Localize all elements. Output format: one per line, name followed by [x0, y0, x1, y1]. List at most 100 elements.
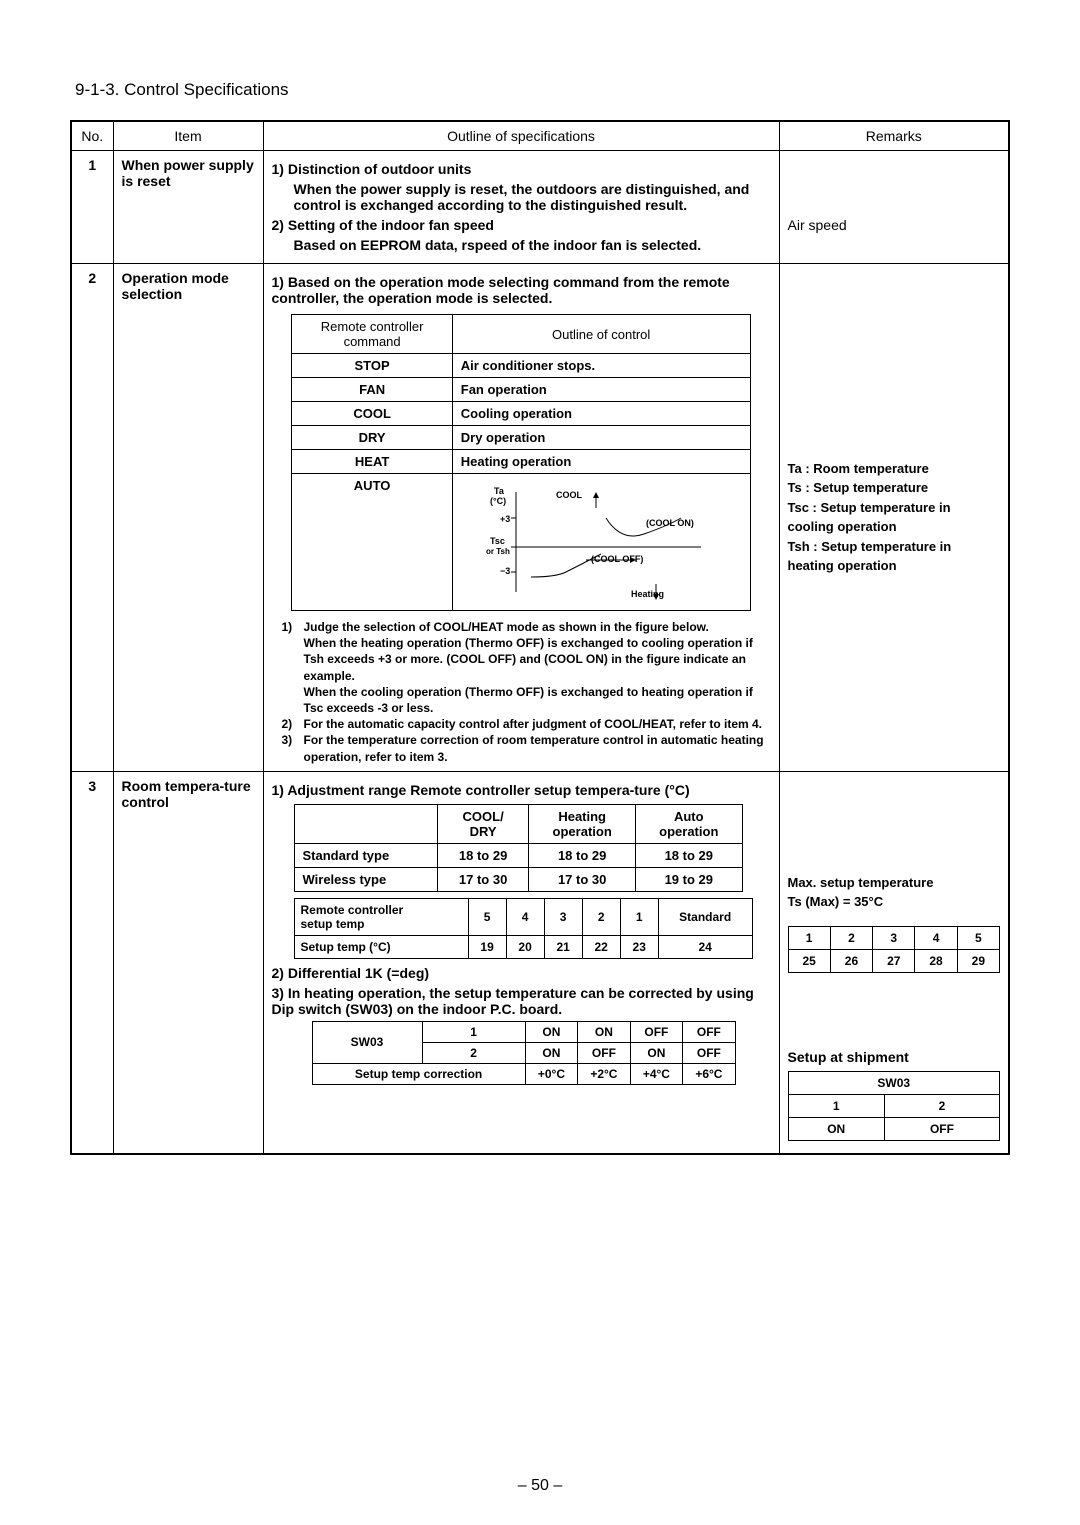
setup-1: 1 — [620, 898, 658, 935]
setup-std: Standard — [658, 898, 752, 935]
row3-o1-title: 1) Adjustment range Remote controller se… — [272, 782, 771, 798]
sw-r2-off2: OFF — [683, 1042, 736, 1063]
row3-no: 3 — [71, 771, 113, 1154]
ext-5: 5 — [957, 926, 999, 949]
legend-tsh: Tsh : Setup temperature in heating opera… — [788, 537, 1001, 576]
svg-text:or Tsh: or Tsh — [486, 547, 510, 556]
range-std-c1: 18 to 29 — [437, 843, 528, 867]
row3-o2: 2) Differential 1K (=deg) — [272, 965, 771, 981]
sw-table: SW03 1 ON ON OFF OFF 2 ON OFF ON OFF — [312, 1021, 736, 1085]
setup-h2: Setup temp (°C) — [294, 935, 468, 958]
range-wls-c1: 17 to 30 — [437, 867, 528, 891]
header-outline: Outline of specifications — [263, 121, 779, 151]
sw-label: SW03 — [312, 1021, 422, 1063]
row1-item: When power supply is reset — [113, 151, 263, 264]
auto-chart: Ta (°C) +3 Tsc or Tsh −3 — [486, 482, 716, 602]
row1-outline: 1) Distinction of outdoor units When the… — [263, 151, 779, 264]
svg-text:COOL: COOL — [556, 490, 583, 500]
setup-24: 24 — [658, 935, 752, 958]
row2-n1c: When the cooling operation (Thermo OFF) … — [282, 684, 771, 716]
ship-on: ON — [788, 1117, 884, 1140]
mode-stop-out: Air conditioner stops. — [452, 354, 750, 378]
row2-o1-title: 1) Based on the operation mode selecting… — [272, 274, 771, 306]
mode-dry: DRY — [292, 426, 452, 450]
ship-c2: 2 — [884, 1094, 999, 1117]
sw-r2-2: 2 — [422, 1042, 525, 1063]
range-wls-c2: 17 to 30 — [529, 867, 636, 891]
setup-22: 22 — [582, 935, 620, 958]
row2-n3: For the temperature correction of room t… — [304, 732, 771, 764]
range-wls: Wireless type — [294, 867, 437, 891]
setup-2: 2 — [582, 898, 620, 935]
range-std-c3: 18 to 29 — [635, 843, 742, 867]
remark-ship-table: SW03 1 2 ON OFF — [788, 1071, 1001, 1141]
svg-text:Ta: Ta — [494, 486, 505, 496]
ext-29: 29 — [957, 949, 999, 972]
mode-auto: AUTO — [292, 474, 452, 611]
row2-n1: Judge the selection of COOL/HEAT mode as… — [304, 619, 709, 635]
row1-remark-text: Air speed — [788, 217, 847, 233]
header-item: Item — [113, 121, 263, 151]
svg-text:(COOL OFF): (COOL OFF) — [591, 554, 643, 564]
legend-ta: Ta : Room temperature — [788, 459, 1001, 479]
svg-text:+3: +3 — [500, 514, 510, 524]
sw-r1-off2: OFF — [683, 1021, 736, 1042]
sw-r1-off1: OFF — [630, 1021, 682, 1042]
remark-max: Max. setup temperature Ts (Max) = 35°C — [788, 873, 1001, 912]
setup-5: 5 — [468, 898, 506, 935]
row1-no: 1 — [71, 151, 113, 264]
mode-dry-out: Dry operation — [452, 426, 750, 450]
ext-26: 26 — [830, 949, 872, 972]
sw-r1-1: 1 — [422, 1021, 525, 1042]
legend-ts: Ts : Setup temperature — [788, 478, 1001, 498]
sw-r2-on2: ON — [630, 1042, 682, 1063]
row2-no: 2 — [71, 264, 113, 772]
spec-table: No. Item Outline of specifications Remar… — [70, 120, 1010, 1155]
setup-19: 19 — [468, 935, 506, 958]
mode-heat-out: Heating operation — [452, 450, 750, 474]
range-blank — [294, 804, 437, 843]
row1-remarks: Air speed — [779, 151, 1009, 264]
row3-item: Room tempera-ture control — [113, 771, 263, 1154]
ext-28: 28 — [915, 949, 957, 972]
mode-col-outline: Outline of control — [452, 315, 750, 354]
row3-o3: 3) In heating operation, the setup tempe… — [272, 985, 771, 1017]
svg-text:−3: −3 — [500, 566, 510, 576]
svg-text:Tsc: Tsc — [490, 536, 505, 546]
range-table: COOL/ DRY Heating operation Auto operati… — [294, 804, 743, 892]
row3-outline: 1) Adjustment range Remote controller se… — [263, 771, 779, 1154]
legend-tsc: Tsc : Setup temperature in cooling opera… — [788, 498, 1001, 537]
mode-fan-out: Fan operation — [452, 378, 750, 402]
mode-stop: STOP — [292, 354, 452, 378]
row1-o2-body: Based on EEPROM data, rspeed of the indo… — [272, 237, 771, 253]
header-remarks: Remarks — [779, 121, 1009, 151]
ext-2: 2 — [830, 926, 872, 949]
remark-ship-title: Setup at shipment — [788, 1049, 1001, 1065]
sw-corr-label: Setup temp correction — [312, 1063, 525, 1084]
row2-item: Operation mode selection — [113, 264, 263, 772]
ext-3: 3 — [873, 926, 915, 949]
setup-h1: Remote controller setup temp — [294, 898, 468, 935]
remark-setup-ext: 1 2 3 4 5 25 26 27 28 29 — [788, 926, 1001, 973]
ship-sw03: SW03 — [788, 1071, 1000, 1094]
sw-corr-0: +0°C — [525, 1063, 577, 1084]
range-col-cool: COOL/ DRY — [437, 804, 528, 843]
setup-21: 21 — [544, 935, 582, 958]
setup-table: Remote controller setup temp 5 4 3 2 1 S… — [294, 898, 753, 959]
setup-23: 23 — [620, 935, 658, 958]
sw-r1-on1: ON — [525, 1021, 577, 1042]
setup-3: 3 — [544, 898, 582, 935]
sw-corr-4: +4°C — [630, 1063, 682, 1084]
mode-table: Remote controller command Outline of con… — [291, 314, 750, 611]
setup-4: 4 — [506, 898, 544, 935]
row2-n1b: When the heating operation (Thermo OFF) … — [282, 635, 771, 684]
page-number: – 50 – — [0, 1477, 1080, 1495]
svg-text:Heating: Heating — [631, 589, 664, 599]
mode-auto-cell: Ta (°C) +3 Tsc or Tsh −3 — [452, 474, 750, 611]
sw-r2-on1: ON — [525, 1042, 577, 1063]
svg-text:(COOL ON): (COOL ON) — [646, 518, 694, 528]
row2-n2: For the automatic capacity control after… — [304, 716, 763, 732]
ext-1: 1 — [788, 926, 830, 949]
sw-corr-2: +2°C — [578, 1063, 630, 1084]
sw-r1-on2: ON — [578, 1021, 630, 1042]
